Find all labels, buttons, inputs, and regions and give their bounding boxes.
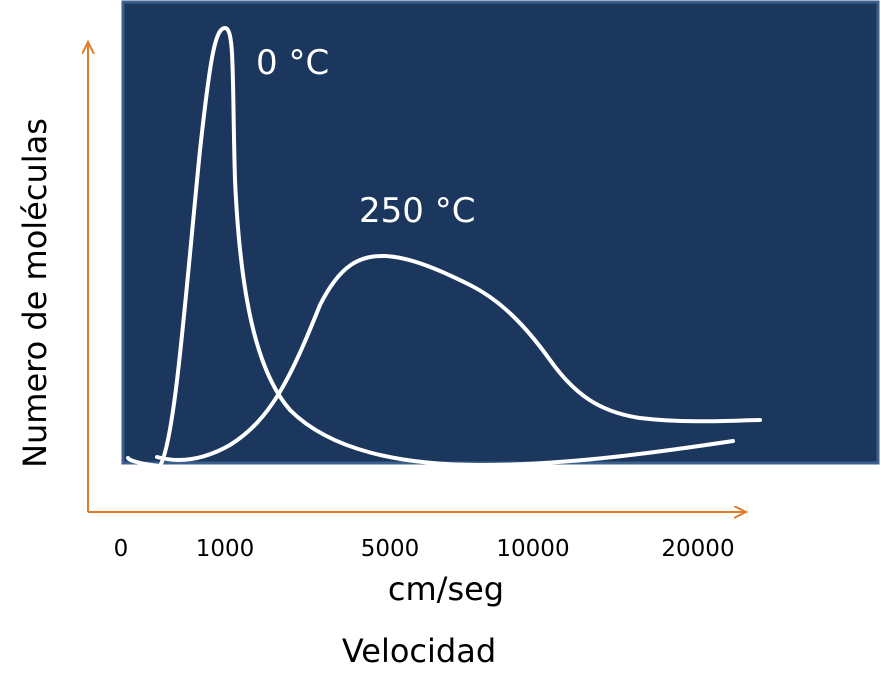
x-axis-secondary-title: Velocidad [342,632,496,670]
x-tick-label: 5000 [361,536,420,562]
x-tick-label: 20000 [661,536,734,562]
plot-area [121,0,880,465]
x-axis-title: cm/seg [388,570,504,608]
y-axis-title: Numero de moléculas [16,118,54,468]
series-line-250c [155,253,762,462]
series-label-250c: 250 °C [359,191,475,231]
x-tick-label: 0 [114,536,129,562]
series-line-0c [126,25,735,469]
x-tick-label: 1000 [196,536,255,562]
series-label-0c: 0 °C [256,43,329,83]
x-tick-labels: 0 1000 5000 10000 20000 [114,536,735,562]
x-tick-label: 10000 [496,536,569,562]
